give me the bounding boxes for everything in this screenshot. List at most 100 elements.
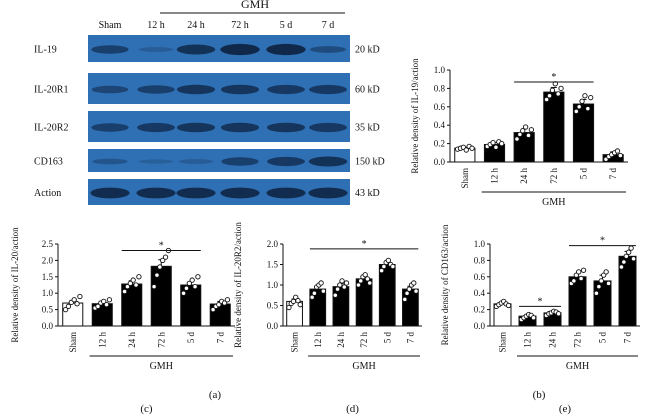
data-point xyxy=(121,288,128,295)
panel-caption: (d) xyxy=(346,403,359,415)
data-point xyxy=(192,283,198,290)
y-tick-label: 0.4 xyxy=(474,288,486,298)
data-point xyxy=(136,274,142,280)
bar-b-4 xyxy=(543,91,565,163)
data-point xyxy=(334,286,341,292)
blot-membrane xyxy=(88,179,350,205)
blot-band xyxy=(137,122,175,133)
data-point xyxy=(367,280,373,286)
panel-caption: (c) xyxy=(140,403,153,415)
data-point xyxy=(162,254,169,260)
blot-band xyxy=(90,187,130,199)
group-label: GMH xyxy=(150,361,173,372)
blot-membrane xyxy=(88,35,350,62)
blot-size-label: 150 kD xyxy=(355,157,385,168)
data-point xyxy=(341,284,347,290)
blot-band xyxy=(176,187,216,199)
blot-band xyxy=(91,123,129,132)
blot-protein-label: IL-19 xyxy=(34,45,57,56)
x-tick-label: 5 d xyxy=(186,332,196,344)
gmh-group-label: GMH xyxy=(241,0,269,11)
data-point xyxy=(543,96,550,103)
data-point xyxy=(339,278,345,284)
data-point xyxy=(71,297,77,303)
blot-band xyxy=(267,156,305,167)
x-tick-label: 72 h xyxy=(359,332,369,348)
data-point xyxy=(571,278,577,284)
x-tick-label: 12 h xyxy=(97,332,107,348)
data-point xyxy=(580,267,587,273)
blot-band xyxy=(220,187,260,199)
blot-band xyxy=(309,46,347,53)
data-point xyxy=(343,280,350,286)
data-point xyxy=(525,132,532,138)
data-point xyxy=(517,131,523,138)
y-tick-label: 0.2 xyxy=(474,305,485,315)
data-point xyxy=(499,140,505,147)
blot-band xyxy=(91,45,129,54)
data-point xyxy=(576,104,582,110)
data-point xyxy=(355,282,362,288)
blot-band xyxy=(308,187,348,199)
data-point xyxy=(505,302,512,309)
data-point xyxy=(186,280,192,287)
data-point xyxy=(106,297,113,303)
data-point xyxy=(623,253,629,259)
data-point xyxy=(463,147,469,153)
y-tick-label: 1.0 xyxy=(267,280,279,290)
x-tick-label: 5 d xyxy=(598,332,608,344)
y-axis-label: Relative density of IL-19/action xyxy=(410,58,420,174)
y-tick-label: 0.0 xyxy=(434,157,446,167)
data-point xyxy=(490,140,496,146)
blot-protein-label: IL-20R2 xyxy=(34,123,68,134)
data-point xyxy=(385,257,392,264)
data-point xyxy=(555,91,561,97)
data-point xyxy=(585,105,591,112)
blot-size-label: 43 kD xyxy=(355,188,380,199)
blot-band xyxy=(220,122,260,133)
data-point xyxy=(101,298,107,305)
data-point xyxy=(77,293,83,300)
data-point xyxy=(154,272,160,278)
data-point xyxy=(297,302,303,308)
data-point xyxy=(216,302,222,308)
blot-band xyxy=(136,187,176,199)
data-point xyxy=(127,280,133,287)
data-point xyxy=(413,288,419,294)
lane-label-3: 24 h xyxy=(187,20,205,31)
y-tick-label: 0.0 xyxy=(474,321,486,331)
data-point xyxy=(74,301,80,307)
blot-band xyxy=(91,85,129,94)
blot-membrane xyxy=(88,73,350,104)
x-tick-label: 72 h xyxy=(549,168,559,184)
data-point xyxy=(130,277,136,283)
blot-band xyxy=(220,84,260,95)
significance-star: * xyxy=(538,296,543,307)
panel-caption: (b) xyxy=(533,389,546,401)
blot-protein-label: CD163 xyxy=(34,157,63,168)
chart-c: 0.0 0.5 1.0 1.5 2.0 2.5 Relative density of IL… xyxy=(10,227,235,415)
data-point xyxy=(295,297,301,304)
bar-d-5 xyxy=(378,264,396,327)
data-point xyxy=(411,280,417,286)
data-point xyxy=(62,306,69,313)
data-point xyxy=(593,290,600,296)
y-tick-label: 0.5 xyxy=(267,301,279,311)
panel-a-caption: (a) xyxy=(209,389,222,401)
data-point xyxy=(358,278,364,284)
x-tick-label: 5 d xyxy=(579,168,589,180)
data-point xyxy=(614,148,621,154)
y-tick-label: 2.0 xyxy=(267,239,279,249)
lane-label-2: 12 h xyxy=(147,20,165,31)
data-point xyxy=(332,292,338,298)
data-point xyxy=(195,274,201,280)
blot-band xyxy=(309,122,347,133)
x-tick-label: 12 h xyxy=(523,332,533,348)
y-tick-label: 0.0 xyxy=(42,321,54,331)
x-tick-label: 24 h xyxy=(519,168,529,184)
x-tick-label: 72 h xyxy=(156,332,166,348)
data-point xyxy=(309,294,315,300)
data-point xyxy=(626,249,632,255)
data-point xyxy=(514,136,520,142)
